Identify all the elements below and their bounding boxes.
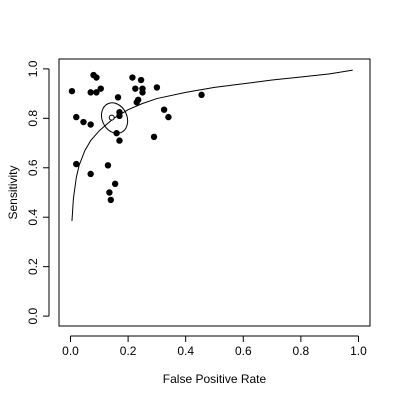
confidence-region-ellipse bbox=[101, 102, 129, 134]
data-point bbox=[116, 137, 123, 144]
y-axis-title: Sensitivity bbox=[6, 165, 20, 219]
data-points bbox=[68, 71, 205, 204]
data-point bbox=[97, 85, 104, 92]
data-point bbox=[80, 118, 87, 126]
y-tick-label: 0.6 bbox=[26, 159, 40, 176]
x-tick-label: 0.4 bbox=[177, 344, 194, 358]
y-axis-ticks: 0.0 0.2 0.4 0.6 0.8 1.0 bbox=[26, 60, 50, 324]
y-tick-label: 0.4 bbox=[26, 209, 40, 226]
y-tick-label: 0.8 bbox=[26, 110, 40, 127]
data-point bbox=[106, 189, 113, 196]
data-point bbox=[165, 113, 172, 121]
y-tick-label: 0.0 bbox=[26, 307, 40, 324]
x-tick-label: 0.0 bbox=[62, 344, 79, 358]
data-point bbox=[104, 162, 112, 169]
data-point bbox=[150, 133, 158, 141]
data-point bbox=[132, 85, 139, 92]
data-point bbox=[87, 170, 94, 178]
data-point bbox=[87, 121, 94, 128]
data-point bbox=[114, 94, 122, 101]
data-point bbox=[113, 129, 120, 137]
data-point bbox=[93, 74, 100, 81]
data-point bbox=[134, 96, 142, 103]
data-point bbox=[87, 89, 94, 96]
data-point bbox=[107, 196, 115, 204]
plot-frame bbox=[58, 58, 371, 327]
y-tick-label: 1.0 bbox=[26, 60, 40, 77]
data-point bbox=[116, 112, 123, 120]
x-axis-ticks: 0.0 0.2 0.4 0.6 0.8 1.0 bbox=[62, 335, 367, 358]
x-tick-label: 1.0 bbox=[350, 344, 367, 358]
summary-point bbox=[108, 114, 115, 121]
data-point bbox=[198, 91, 205, 99]
data-point bbox=[139, 89, 146, 96]
data-point bbox=[129, 74, 136, 81]
data-point bbox=[73, 113, 80, 121]
sroc-curve bbox=[71, 69, 353, 221]
x-tick-label: 0.8 bbox=[293, 344, 310, 358]
data-point bbox=[111, 180, 119, 188]
data-point bbox=[93, 89, 100, 96]
data-point bbox=[137, 76, 145, 84]
data-point bbox=[153, 84, 161, 91]
x-tick-label: 0.6 bbox=[235, 344, 252, 358]
data-point bbox=[73, 160, 80, 168]
x-tick-label: 0.2 bbox=[120, 344, 137, 358]
x-axis-title: False Positive Rate bbox=[163, 372, 267, 386]
y-tick-label: 0.2 bbox=[26, 258, 40, 275]
data-point bbox=[68, 87, 76, 95]
data-point bbox=[160, 106, 168, 113]
